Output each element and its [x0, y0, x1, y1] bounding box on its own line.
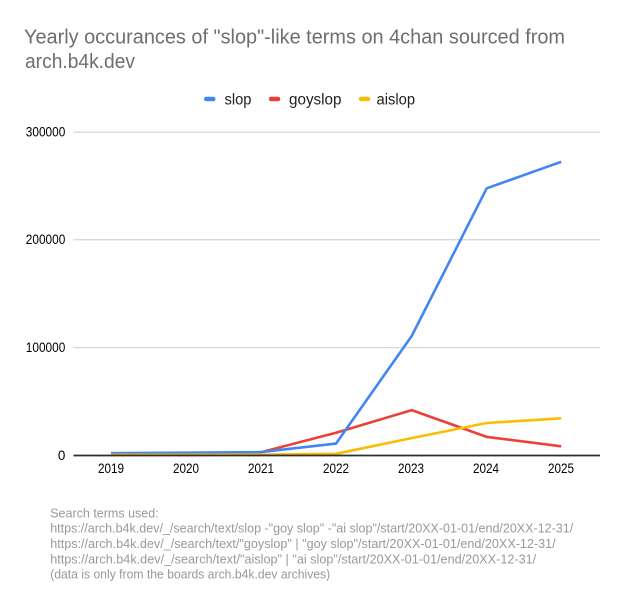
svg-text:https://arch.b4k.dev/_/search/: https://arch.b4k.dev/_/search/text/slop … [50, 521, 573, 536]
svg-text:0: 0 [58, 448, 65, 463]
svg-text:slop: slop [225, 91, 252, 108]
svg-text:2023: 2023 [398, 461, 424, 476]
svg-text:Yearly occurances of "slop"-li: Yearly occurances of "slop"-like terms o… [24, 27, 565, 49]
svg-text:2024: 2024 [473, 461, 499, 476]
svg-text:goyslop: goyslop [289, 91, 342, 108]
svg-text:200000: 200000 [26, 232, 66, 247]
svg-text:2020: 2020 [173, 461, 199, 476]
svg-text:(data is only from the boards: (data is only from the boards arch.b4k.d… [50, 567, 330, 582]
svg-text:2022: 2022 [323, 461, 349, 476]
svg-text:100000: 100000 [26, 340, 66, 355]
svg-text:Search terms used:: Search terms used: [50, 505, 159, 520]
svg-text:300000: 300000 [26, 124, 66, 139]
svg-text:https://arch.b4k.dev/_/search/: https://arch.b4k.dev/_/search/text/"goys… [50, 536, 556, 551]
svg-text:arch.b4k.dev: arch.b4k.dev [25, 51, 135, 73]
svg-text:2025: 2025 [548, 461, 574, 476]
svg-text:2019: 2019 [98, 461, 124, 476]
svg-text:aislop: aislop [377, 91, 416, 108]
svg-text:https://arch.b4k.dev/_/search/: https://arch.b4k.dev/_/search/text/"aisl… [50, 551, 536, 566]
svg-text:2021: 2021 [248, 461, 274, 476]
